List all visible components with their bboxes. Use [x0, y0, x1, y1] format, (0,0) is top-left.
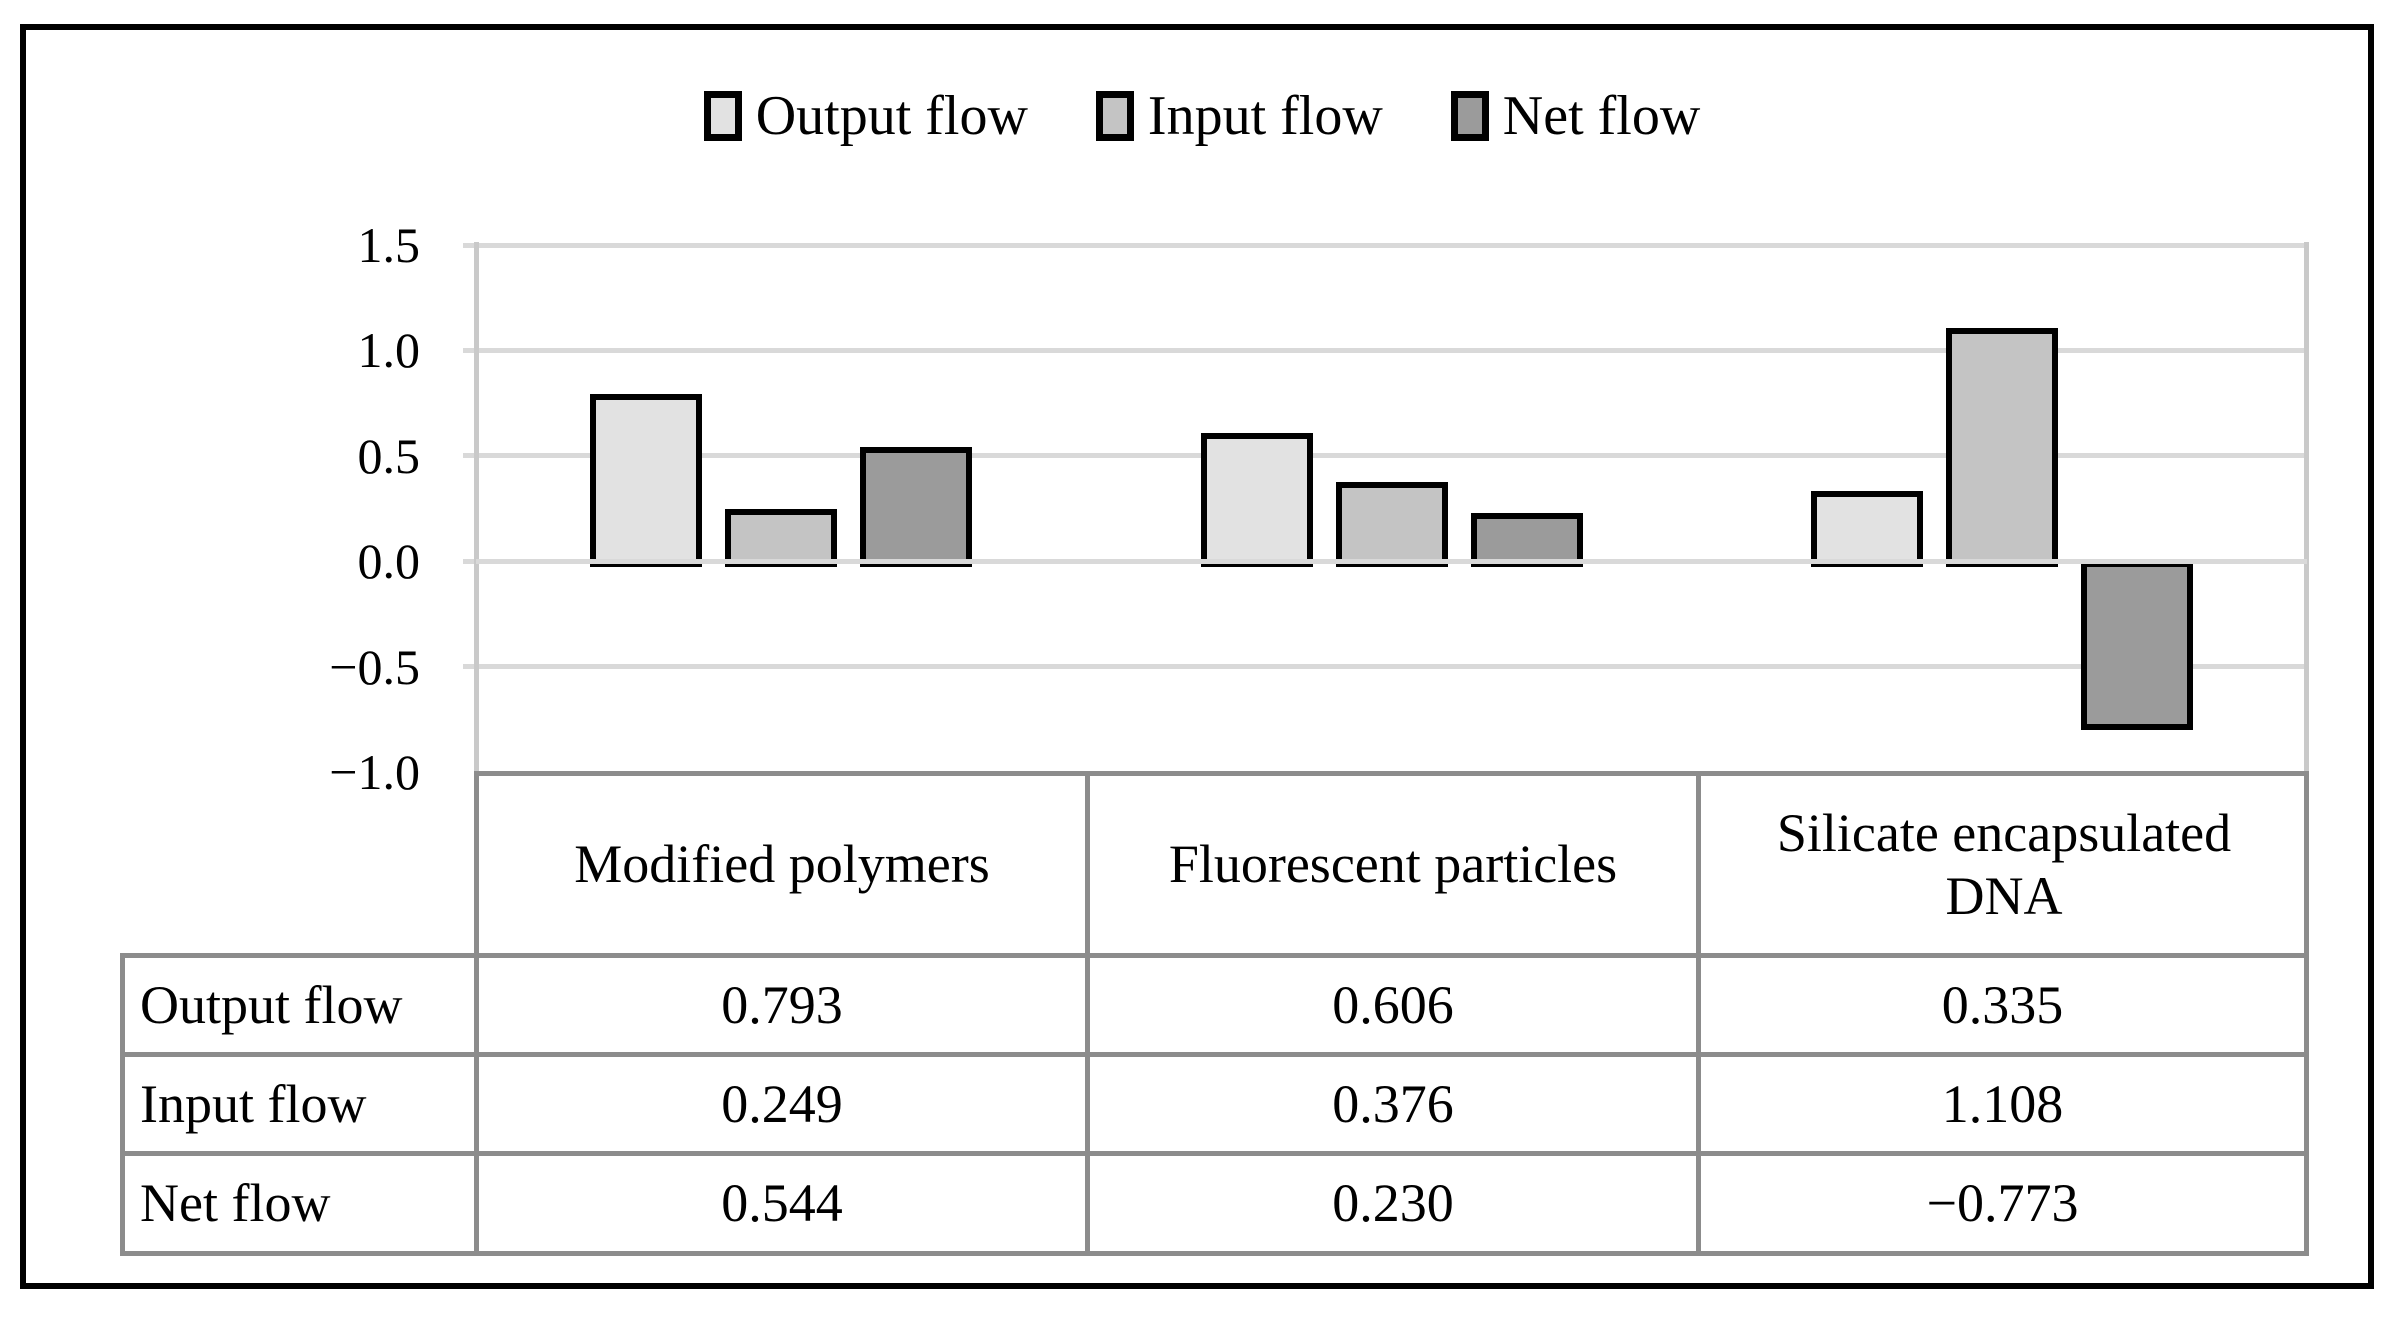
bar-output-flow-modified-polymers — [590, 394, 703, 568]
y-axis-tick-label-neg-1-0: −1.0 — [329, 744, 420, 800]
cell-input-flow-silicate-dna: 1.108 — [1941, 1073, 2064, 1134]
bar-net-flow-silicate-encapsulated-dna — [2080, 561, 2193, 731]
table-row-divider — [120, 1151, 2309, 1156]
y-axis-tick — [463, 347, 476, 353]
row-label-output-flow: Output flow — [140, 974, 403, 1035]
legend-label-net-flow: Net flow — [1502, 85, 1701, 147]
row-label-net-flow: Net flow — [140, 1173, 331, 1234]
bar-input-flow-fluorescent-particles — [1335, 481, 1448, 568]
y-axis-tick — [463, 558, 476, 564]
y-axis-tick-label-1-0: 1.0 — [357, 322, 421, 379]
bar-input-flow-modified-polymers — [725, 508, 838, 568]
table-left-border — [120, 953, 125, 1256]
gridline — [476, 664, 2307, 670]
y-axis-tick — [463, 664, 476, 670]
cell-input-flow-fluorescent-particles: 0.376 — [1332, 1073, 1454, 1134]
legend-item-output-flow: Output flow — [703, 85, 1028, 147]
legend-item-input-flow: Input flow — [1095, 85, 1383, 147]
plot-left-edge — [474, 242, 479, 775]
legend-swatch-input-flow-icon — [1095, 91, 1134, 141]
cell-net-flow-silicate-dna: −0.773 — [1926, 1173, 2079, 1234]
gridline — [476, 453, 2307, 459]
legend-swatch-net-flow-icon — [1450, 91, 1489, 141]
table-bottom-border — [120, 1251, 2309, 1256]
cell-output-flow-silicate-dna: 0.335 — [1941, 974, 2064, 1035]
legend-item-net-flow: Net flow — [1450, 85, 1701, 147]
plot-right-edge — [2304, 242, 2309, 775]
y-axis-tick — [463, 453, 476, 459]
table-header-silicate-encapsulated-dna: Silicate encapsulated DNA — [1776, 803, 2232, 926]
table-header-modified-polymers: Modified polymers — [574, 834, 990, 895]
cell-output-flow-fluorescent-particles: 0.606 — [1332, 974, 1454, 1035]
table-column-divider — [1085, 771, 1090, 1256]
table-right-border — [2304, 771, 2309, 1256]
legend-label-output-flow: Output flow — [755, 85, 1028, 147]
legend: Output flow Input flow Net flow — [0, 86, 2404, 146]
zero-axis-line — [476, 558, 2307, 564]
y-axis-tick-label-0-0: 0.0 — [357, 533, 421, 590]
table-column-divider — [474, 771, 479, 1256]
cell-net-flow-fluorescent-particles: 0.230 — [1332, 1173, 1454, 1234]
cell-input-flow-modified-polymers: 0.249 — [721, 1073, 843, 1134]
cell-net-flow-modified-polymers: 0.544 — [721, 1173, 843, 1234]
legend-swatch-output-flow-icon — [703, 91, 742, 141]
bar-output-flow-fluorescent-particles — [1200, 433, 1313, 568]
gridline — [476, 347, 2307, 353]
y-axis-tick-label-0-5: 0.5 — [357, 427, 421, 484]
row-label-input-flow: Input flow — [140, 1073, 367, 1134]
table-header-fluorescent-particles: Fluorescent particles — [1168, 834, 1618, 895]
cell-output-flow-modified-polymers: 0.793 — [721, 974, 843, 1035]
table-top-border — [476, 771, 2309, 776]
bar-input-flow-silicate-encapsulated-dna — [1945, 327, 2058, 568]
gridline — [476, 242, 2307, 248]
y-axis-tick — [463, 242, 476, 248]
bar-net-flow-fluorescent-particles — [1470, 512, 1583, 568]
y-axis-tick-label-neg-0-5: −0.5 — [329, 638, 420, 695]
table-row-divider — [120, 953, 2309, 958]
table-row-divider — [120, 1052, 2309, 1057]
figure-border — [20, 24, 2374, 1289]
bar-net-flow-modified-polymers — [860, 446, 973, 568]
bar-output-flow-silicate-encapsulated-dna — [1810, 490, 1923, 568]
table-column-divider — [1696, 771, 1701, 1256]
y-axis-tick-label-1-5: 1.5 — [357, 217, 421, 273]
legend-label-input-flow: Input flow — [1147, 85, 1383, 147]
